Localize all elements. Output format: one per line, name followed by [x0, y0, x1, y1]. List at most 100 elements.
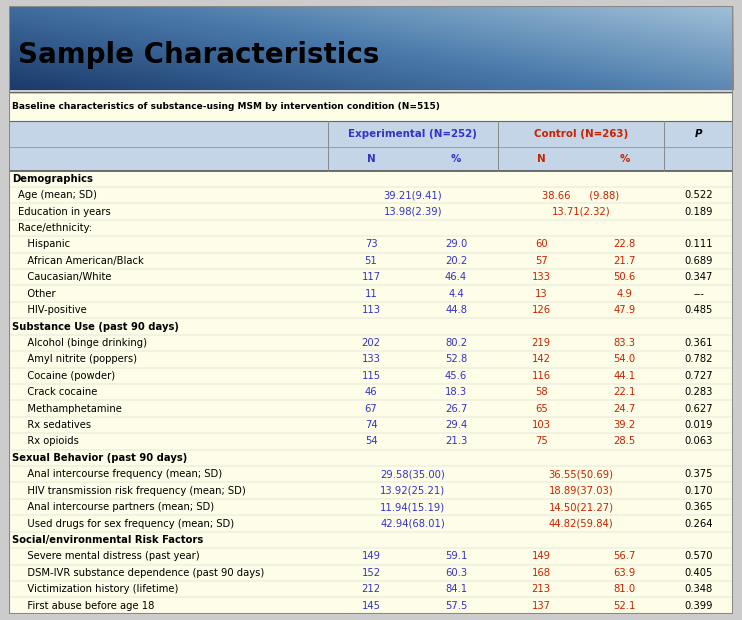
Text: 26.7: 26.7	[445, 404, 467, 414]
Text: 29.58(35.00): 29.58(35.00)	[380, 469, 445, 479]
Text: 54: 54	[364, 436, 378, 446]
Text: 213: 213	[532, 584, 551, 594]
Text: 0.019: 0.019	[684, 420, 713, 430]
Text: 67: 67	[364, 404, 378, 414]
FancyBboxPatch shape	[9, 401, 733, 417]
Text: 133: 133	[532, 272, 551, 282]
Text: 83.3: 83.3	[614, 338, 635, 348]
FancyBboxPatch shape	[9, 147, 733, 171]
Text: Alcohol (binge drinking): Alcohol (binge drinking)	[18, 338, 147, 348]
Text: 18.3: 18.3	[445, 388, 467, 397]
Text: 38.66      (9.88): 38.66 (9.88)	[542, 190, 620, 200]
Text: %: %	[451, 154, 462, 164]
Text: 42.94(68.01): 42.94(68.01)	[380, 518, 445, 528]
FancyBboxPatch shape	[9, 532, 733, 548]
Text: 84.1: 84.1	[445, 584, 467, 594]
Text: 142: 142	[532, 355, 551, 365]
Text: Hispanic: Hispanic	[18, 239, 70, 249]
Text: 168: 168	[532, 568, 551, 578]
Text: Baseline characteristics of substance-using MSM by intervention condition (N=515: Baseline characteristics of substance-us…	[12, 102, 440, 111]
Text: Caucasian/White: Caucasian/White	[18, 272, 111, 282]
Text: 137: 137	[532, 601, 551, 611]
Text: 73: 73	[364, 239, 378, 249]
FancyBboxPatch shape	[9, 433, 733, 450]
FancyBboxPatch shape	[9, 203, 733, 220]
FancyBboxPatch shape	[9, 384, 733, 401]
Text: 0.264: 0.264	[684, 518, 713, 528]
Text: 219: 219	[531, 338, 551, 348]
Text: 117: 117	[361, 272, 381, 282]
Text: N: N	[367, 154, 375, 164]
Text: 75: 75	[535, 436, 548, 446]
Text: 0.347: 0.347	[685, 272, 713, 282]
Text: Demographics: Demographics	[12, 174, 93, 184]
FancyBboxPatch shape	[9, 253, 733, 269]
FancyBboxPatch shape	[9, 121, 733, 147]
Text: Other: Other	[18, 289, 55, 299]
Text: Rx opioids: Rx opioids	[18, 436, 79, 446]
Text: 0.522: 0.522	[684, 190, 713, 200]
Text: ---: ---	[693, 289, 704, 299]
Text: 56.7: 56.7	[614, 551, 636, 561]
Text: Age (mean; SD): Age (mean; SD)	[18, 190, 96, 200]
Text: 52.8: 52.8	[445, 355, 467, 365]
FancyBboxPatch shape	[9, 285, 733, 302]
Text: 0.485: 0.485	[685, 305, 713, 315]
Text: Amyl nitrite (poppers): Amyl nitrite (poppers)	[18, 355, 137, 365]
Text: 212: 212	[361, 584, 381, 594]
Text: 57.5: 57.5	[445, 601, 467, 611]
Text: Sample Characteristics: Sample Characteristics	[18, 41, 379, 69]
Text: 0.399: 0.399	[684, 601, 713, 611]
Text: 103: 103	[532, 420, 551, 430]
Text: Methamphetamine: Methamphetamine	[18, 404, 122, 414]
FancyBboxPatch shape	[9, 335, 733, 351]
Text: 115: 115	[361, 371, 381, 381]
FancyBboxPatch shape	[9, 302, 733, 318]
Text: Victimization history (lifetime): Victimization history (lifetime)	[18, 584, 178, 594]
Text: 13.71(2.32): 13.71(2.32)	[552, 206, 611, 216]
Text: 11: 11	[364, 289, 378, 299]
Text: 0.689: 0.689	[684, 256, 713, 266]
Text: 51: 51	[364, 256, 378, 266]
Text: 47.9: 47.9	[614, 305, 636, 315]
Text: 126: 126	[531, 305, 551, 315]
FancyBboxPatch shape	[9, 92, 733, 614]
Text: Substance Use (past 90 days): Substance Use (past 90 days)	[12, 322, 179, 332]
FancyBboxPatch shape	[9, 220, 733, 236]
Text: 149: 149	[361, 551, 381, 561]
Text: 113: 113	[361, 305, 381, 315]
Text: 24.7: 24.7	[614, 404, 636, 414]
Text: 29.0: 29.0	[445, 239, 467, 249]
Text: 18.89(37.03): 18.89(37.03)	[548, 485, 614, 495]
Text: 4.9: 4.9	[617, 289, 632, 299]
Text: 0.375: 0.375	[684, 469, 713, 479]
Text: Experimental (N=252): Experimental (N=252)	[348, 129, 477, 139]
FancyBboxPatch shape	[9, 515, 733, 532]
Text: 13.92(25.21): 13.92(25.21)	[380, 485, 445, 495]
FancyBboxPatch shape	[9, 450, 733, 466]
Text: Rx sedatives: Rx sedatives	[18, 420, 91, 430]
Text: 133: 133	[361, 355, 381, 365]
Text: 0.170: 0.170	[684, 485, 713, 495]
FancyBboxPatch shape	[9, 581, 733, 598]
Text: 44.1: 44.1	[614, 371, 636, 381]
Text: 4.4: 4.4	[448, 289, 464, 299]
Text: 81.0: 81.0	[614, 584, 636, 594]
Text: HIV-positive: HIV-positive	[18, 305, 86, 315]
Text: 21.3: 21.3	[445, 436, 467, 446]
FancyBboxPatch shape	[9, 598, 733, 614]
FancyBboxPatch shape	[9, 187, 733, 203]
Text: 21.7: 21.7	[614, 256, 636, 266]
Text: 152: 152	[361, 568, 381, 578]
Text: 0.405: 0.405	[685, 568, 713, 578]
Text: 0.063: 0.063	[685, 436, 713, 446]
Text: Anal intercourse frequency (mean; SD): Anal intercourse frequency (mean; SD)	[18, 469, 222, 479]
Text: Severe mental distress (past year): Severe mental distress (past year)	[18, 551, 199, 561]
Text: 0.361: 0.361	[684, 338, 713, 348]
Text: 46: 46	[364, 388, 378, 397]
Text: 45.6: 45.6	[445, 371, 467, 381]
Text: 29.4: 29.4	[445, 420, 467, 430]
Text: 44.82(59.84): 44.82(59.84)	[548, 518, 614, 528]
Text: 22.8: 22.8	[614, 239, 636, 249]
Text: 20.2: 20.2	[445, 256, 467, 266]
